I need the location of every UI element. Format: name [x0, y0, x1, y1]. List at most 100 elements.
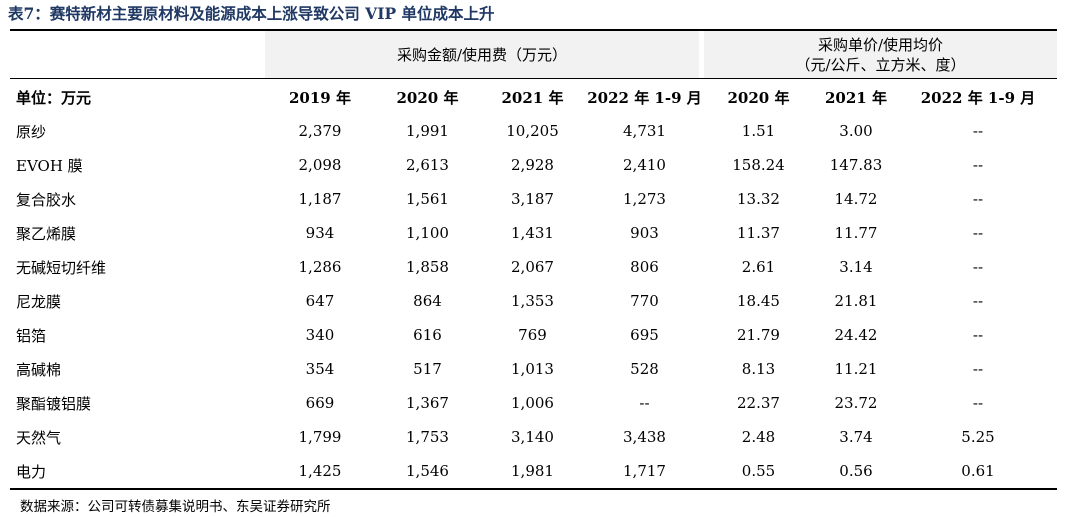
- price-cell: 147.83: [829, 156, 883, 174]
- column-header: 2021 年: [825, 88, 887, 107]
- row-label: 原纱: [16, 122, 47, 141]
- price-cell: --: [972, 394, 984, 412]
- amount-cell: 616: [413, 326, 442, 344]
- price-cell: 11.21: [834, 360, 878, 378]
- amount-cell: 669: [305, 394, 335, 412]
- price-cell: 2.48: [741, 428, 776, 446]
- price-cell: 21.81: [834, 292, 878, 310]
- price-cell: 11.77: [834, 224, 878, 242]
- amount-cell: 2,928: [511, 156, 554, 174]
- table-row: 复合胶水 1,187 1,561 3,187 1,273 13.32 14.72 --: [10, 182, 1057, 216]
- amount-cell: 770: [630, 292, 659, 310]
- table-row: 无碱短切纤维 1,286 1,858 2,067 806 2.61 3.14 --: [10, 250, 1057, 284]
- amount-cell: 1,858: [406, 258, 449, 276]
- row-label: 天然气: [16, 428, 62, 447]
- amount-cell: 1,353: [511, 292, 554, 310]
- row-label: 高碱棉: [16, 360, 62, 379]
- price-cell: --: [972, 258, 984, 276]
- amount-cell: 10,205: [506, 122, 559, 140]
- top-rule: [10, 29, 1057, 31]
- bottom-rule: [10, 488, 1057, 490]
- table-row: 聚酯镀铝膜 669 1,367 1,006 -- 22.37 23.72 --: [10, 386, 1057, 420]
- table-row: 尼龙膜 647 864 1,353 770 18.45 21.81 --: [10, 284, 1057, 318]
- amount-cell: 647: [305, 292, 335, 310]
- price-cell: 3.00: [839, 122, 873, 140]
- unit-label: 单位：万元: [16, 88, 92, 107]
- amount-cell: 2,410: [623, 156, 666, 174]
- amount-cell: 4,731: [623, 122, 666, 140]
- table-row: EVOH 膜 2,098 2,613 2,928 2,410 158.24 147.83 --: [10, 148, 1057, 182]
- row-label: 复合胶水: [16, 190, 77, 209]
- amount-cell: 517: [413, 360, 442, 378]
- header-rule: [10, 78, 1057, 79]
- price-cell: 14.72: [834, 190, 878, 208]
- amount-cell: 1,431: [511, 224, 554, 242]
- amount-cell: 3,140: [511, 428, 554, 446]
- table-row: 高碱棉 354 517 1,013 528 8.13 11.21 --: [10, 352, 1057, 386]
- column-header: 2020 年: [396, 88, 459, 107]
- amount-cell: 528: [630, 360, 659, 378]
- amount-cell: 1,013: [511, 360, 554, 378]
- table-title: 表7：赛特新材主要原材料及能源成本上涨导致公司 VIP 单位成本上升: [8, 4, 495, 23]
- row-label: 聚酯镀铝膜: [16, 394, 92, 413]
- price-cell: 22.37: [737, 394, 780, 412]
- price-cell: --: [972, 122, 984, 140]
- source-note: 数据来源：公司可转债募集说明书、东吴证券研究所: [20, 499, 331, 515]
- amount-cell: 3,438: [623, 428, 666, 446]
- price-cell: 11.37: [737, 224, 780, 242]
- group-header-unit-price: 采购单价/使用均价 （元/公斤、立方米、度）: [704, 31, 1057, 78]
- amount-cell: 1,187: [298, 190, 342, 208]
- amount-cell: 1,717: [623, 462, 666, 480]
- amount-cell: 1,367: [406, 394, 449, 412]
- amount-cell: 340: [305, 326, 335, 344]
- group-header-purchase-amount-label: 采购金额/使用费（万元）: [396, 45, 568, 64]
- price-cell: 8.13: [741, 360, 776, 378]
- group-header-purchase-amount: 采购金额/使用费（万元）: [265, 31, 699, 78]
- amount-cell: 806: [630, 258, 659, 276]
- amount-cell: 2,613: [406, 156, 449, 174]
- amount-cell: 695: [630, 326, 659, 344]
- price-cell: 18.45: [737, 292, 780, 310]
- price-cell: 23.72: [834, 394, 878, 412]
- table-row: 电力 1,425 1,546 1,981 1,717 0.55 0.56 0.61: [10, 454, 1057, 488]
- price-cell: 24.42: [834, 326, 878, 344]
- row-label: EVOH 膜: [16, 156, 83, 175]
- group-header-unit-price-line1: 采购单价/使用均价: [817, 35, 944, 54]
- amount-cell: 769: [518, 326, 547, 344]
- data-table: 单位：万元 2019 年 2020 年 2021 年 2022 年 1-9 月 …: [10, 80, 1057, 488]
- row-label: 铝箔: [16, 326, 47, 345]
- price-cell: 0.55: [741, 462, 776, 480]
- price-cell: 1.51: [741, 122, 776, 140]
- row-label: 无碱短切纤维: [16, 258, 107, 277]
- table-row: 原纱 2,379 1,991 10,205 4,731 1.51 3.00 --: [10, 114, 1057, 148]
- amount-cell: 1,286: [298, 258, 342, 276]
- group-header-unit-price-line2: （元/公斤、立方米、度）: [795, 55, 966, 74]
- amount-cell: 2,067: [511, 258, 554, 276]
- amount-cell: 1,991: [406, 122, 449, 140]
- price-cell: 13.32: [737, 190, 780, 208]
- price-cell: --: [972, 292, 984, 310]
- table-row: 聚乙烯膜 934 1,100 1,431 903 11.37 11.77 --: [10, 216, 1057, 250]
- amount-cell: 354: [305, 360, 335, 378]
- amount-cell: 1,799: [298, 428, 342, 446]
- amount-cell: 1,753: [406, 428, 449, 446]
- amount-cell: 3,187: [511, 190, 554, 208]
- price-cell: --: [972, 190, 984, 208]
- amount-cell: 903: [630, 224, 659, 242]
- amount-cell: 1,425: [298, 462, 342, 480]
- row-label: 聚乙烯膜: [16, 224, 77, 243]
- amount-cell: --: [639, 394, 650, 412]
- price-cell: 2.61: [741, 258, 776, 276]
- price-cell: 21.79: [737, 326, 780, 344]
- price-cell: --: [972, 156, 984, 174]
- amount-cell: 1,561: [406, 190, 449, 208]
- column-header: 2020 年: [727, 88, 790, 107]
- amount-cell: 1,981: [511, 462, 554, 480]
- amount-cell: 1,006: [511, 394, 554, 412]
- amount-cell: 1,546: [406, 462, 449, 480]
- amount-cell: 864: [413, 292, 442, 310]
- price-cell: 3.74: [839, 428, 873, 446]
- price-cell: --: [972, 326, 984, 344]
- amount-cell: 2,379: [298, 122, 342, 140]
- amount-cell: 1,100: [406, 224, 449, 242]
